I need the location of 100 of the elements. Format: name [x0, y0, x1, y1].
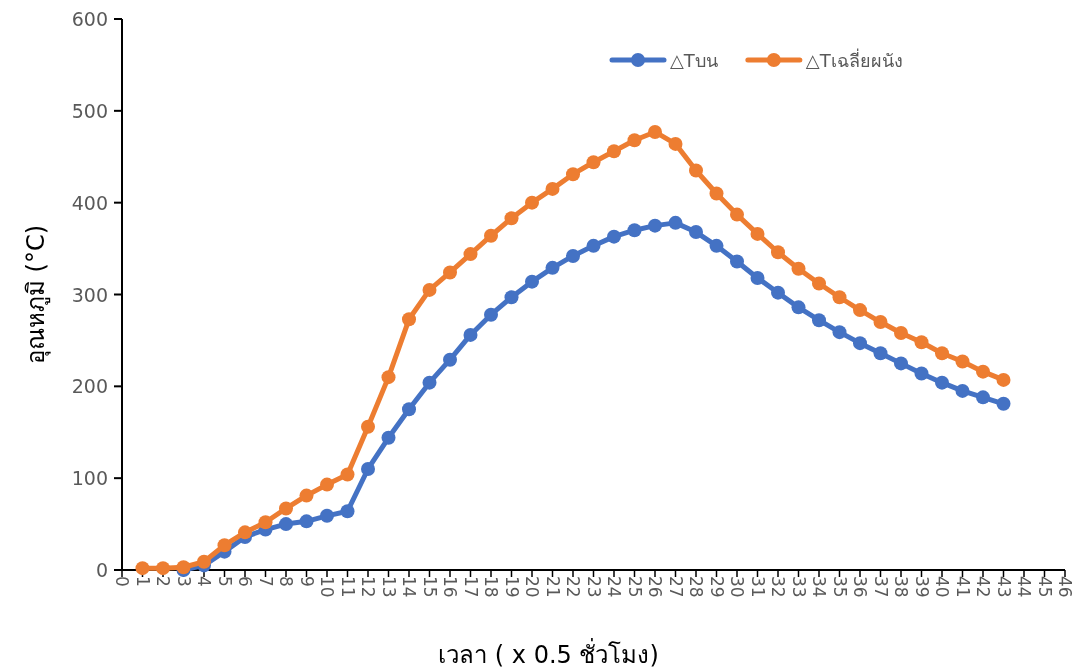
point	[894, 326, 908, 341]
x-tick-label: 44	[1014, 576, 1034, 598]
y-tick-label: 200	[71, 375, 108, 398]
x-tick-label: 23	[583, 576, 604, 598]
x-tick-label: 29	[706, 576, 727, 598]
point	[791, 261, 806, 276]
point	[238, 525, 252, 540]
point	[627, 133, 642, 148]
x-tick-label: 33	[788, 576, 809, 598]
point	[299, 514, 314, 529]
point	[320, 508, 334, 523]
point	[279, 501, 293, 516]
point	[914, 366, 929, 381]
x-tick-label: 27	[665, 576, 686, 598]
point	[996, 396, 1011, 411]
x-tick-label: 34	[809, 576, 829, 598]
point	[525, 274, 539, 289]
legend-label: △Tบน	[670, 50, 718, 71]
point	[361, 419, 375, 434]
point	[586, 238, 601, 253]
point	[545, 181, 560, 196]
x-tick-label: 7	[255, 576, 276, 587]
x-tick-label: 4	[194, 576, 214, 587]
point	[156, 561, 170, 576]
point	[361, 461, 375, 476]
x-tick-label: 0	[112, 576, 132, 587]
point	[320, 477, 334, 492]
legend-label: △Tเฉลี่ยผนัง	[805, 48, 903, 71]
point	[914, 335, 929, 350]
point	[812, 313, 826, 328]
point	[689, 163, 703, 178]
point	[730, 207, 744, 222]
x-tick-label: 26	[645, 576, 665, 598]
point	[771, 245, 785, 260]
x-tick-label: 12	[358, 576, 378, 598]
x-tick-label: 14	[399, 576, 419, 598]
point	[525, 195, 539, 210]
point	[668, 215, 683, 230]
x-tick-label: 39	[911, 576, 932, 598]
point	[299, 488, 314, 503]
point	[402, 312, 416, 327]
point	[955, 354, 970, 369]
x-tick-label: 18	[481, 576, 501, 598]
point	[853, 303, 867, 318]
x-tick-label: 16	[440, 576, 460, 598]
point	[607, 229, 621, 244]
point	[750, 270, 765, 285]
point	[340, 504, 355, 519]
x-tick-label: 31	[747, 576, 768, 598]
point	[771, 285, 785, 300]
x-tick-label: 20	[522, 576, 542, 598]
point	[709, 238, 724, 253]
point	[935, 375, 949, 390]
point	[853, 336, 867, 351]
point	[832, 325, 847, 340]
point	[976, 364, 990, 379]
x-tick-label: 32	[768, 576, 788, 598]
x-tick-label: 30	[727, 576, 747, 598]
point	[648, 124, 662, 139]
point	[832, 290, 847, 305]
x-tick-label: 45	[1034, 576, 1055, 598]
x-tick-label: 37	[870, 576, 891, 598]
point	[463, 327, 478, 342]
point	[668, 136, 683, 151]
x-tick-label: 40	[932, 576, 952, 598]
point	[463, 247, 478, 262]
point	[135, 561, 150, 576]
point	[484, 307, 498, 322]
x-tick-label: 35	[829, 576, 850, 598]
x-tick-label: 1	[132, 576, 153, 587]
point	[381, 370, 396, 385]
point	[504, 290, 519, 305]
x-tick-label: 17	[460, 576, 481, 598]
point	[279, 517, 293, 532]
x-tick-label: 2	[153, 576, 173, 587]
point	[586, 155, 601, 170]
x-tick-label: 42	[973, 576, 993, 598]
point	[422, 375, 437, 390]
x-tick-label: 43	[993, 576, 1014, 598]
x-axis-title: เวลา ( x 0.5 ชั่วโมง)	[438, 638, 659, 669]
point	[812, 276, 826, 291]
point	[627, 223, 642, 238]
point	[996, 372, 1011, 387]
point	[689, 225, 703, 240]
point	[197, 554, 211, 569]
point	[955, 383, 970, 398]
point	[873, 346, 888, 361]
x-tick-label: 41	[952, 576, 973, 598]
x-tick-label: 8	[276, 576, 296, 587]
x-tick-label: 22	[563, 576, 583, 598]
point	[443, 352, 457, 367]
point	[443, 265, 457, 280]
y-tick-label: 600	[71, 8, 108, 30]
x-tick-label: 13	[378, 576, 399, 598]
point	[607, 144, 621, 159]
point	[422, 282, 437, 297]
x-tick-label: 11	[337, 576, 358, 598]
point	[750, 226, 765, 241]
x-tick-label: 36	[850, 576, 870, 598]
point	[484, 228, 498, 243]
